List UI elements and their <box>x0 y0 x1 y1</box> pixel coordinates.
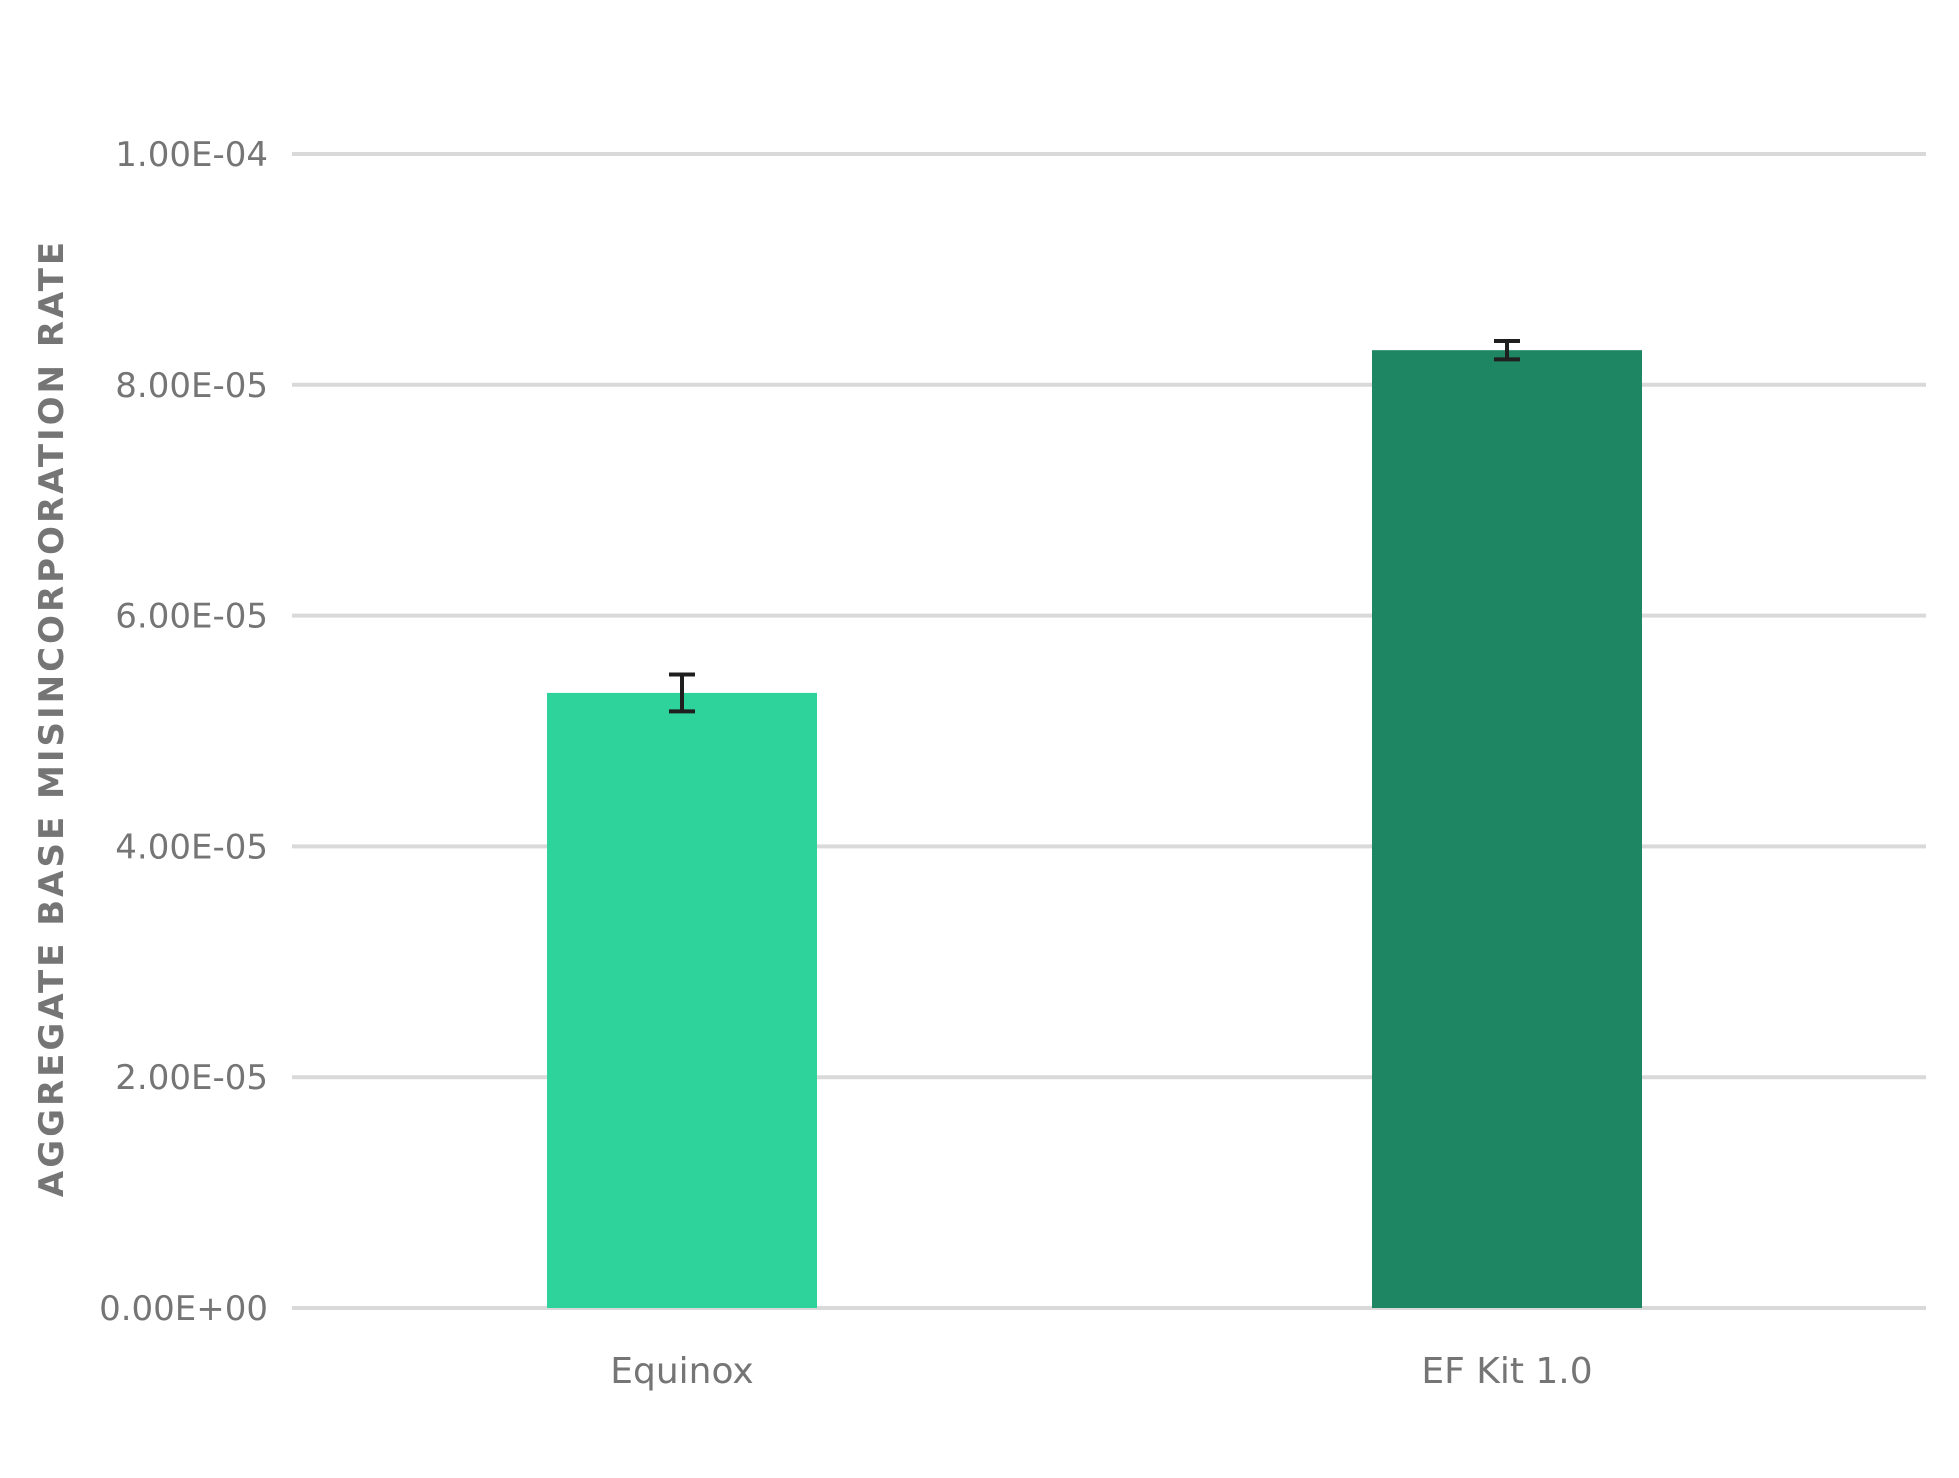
bar-1 <box>1372 350 1642 1308</box>
error-bars <box>669 338 1520 714</box>
x-tick-label-1: EF Kit 1.0 <box>1421 1351 1592 1392</box>
x-tick-label-0: Equinox <box>610 1351 753 1392</box>
error-bar-0 <box>669 672 695 714</box>
x-tick-labels: Equinox EF Kit 1.0 <box>610 1351 1592 1392</box>
y-axis-title: AGGREGATE BASE MISINCORPORATION RATE <box>32 239 72 1197</box>
gridlines <box>292 152 1926 1310</box>
y-tick-label-4: 8.00E-05 <box>115 366 268 406</box>
y-tick-label-2: 4.00E-05 <box>115 827 268 867</box>
bar-0 <box>547 692 817 1308</box>
y-tick-label-3: 6.00E-05 <box>115 597 268 637</box>
y-tick-label-0: 0.00E+00 <box>99 1289 268 1329</box>
y-tick-labels: 0.00E+00 2.00E-05 4.00E-05 6.00E-05 8.00E-05… <box>99 135 268 1329</box>
y-tick-label-5: 1.00E-04 <box>115 135 268 175</box>
bars <box>547 350 1642 1308</box>
y-tick-label-1: 2.00E-05 <box>115 1058 268 1098</box>
error-bar-1 <box>1494 338 1520 362</box>
